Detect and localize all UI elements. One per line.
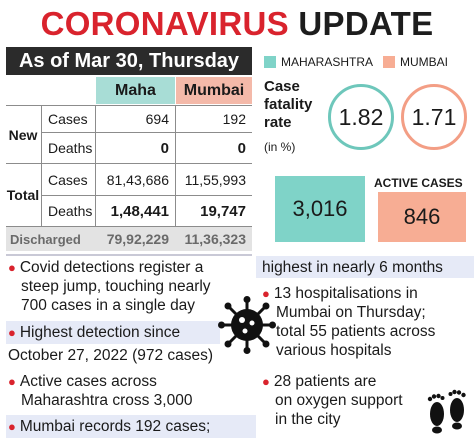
row-label-cases: Cases (48, 111, 88, 127)
row-label-deaths: Deaths (48, 140, 93, 156)
fatality-label-line: rate (264, 114, 292, 131)
bullet-text: on oxygen support (275, 392, 403, 409)
bullet-text: Active cases across (19, 373, 157, 390)
new-cases-maha: 694 (145, 111, 169, 127)
discharged-label: Discharged (10, 231, 81, 247)
bullet-item: ● Active cases across Maharashtra cross 3… (8, 372, 254, 410)
fatality-label: Case fatality rate (264, 78, 334, 132)
bullet-text: Maharashtra cross 3,000 (21, 392, 193, 409)
bullet-item: ● 13 hospitalisations in Mumbai on Thursd… (262, 284, 474, 360)
stats-table: Maha Mumbai New Cases 694 192 Deaths 0 0… (6, 77, 252, 252)
row-group-new: New (8, 126, 38, 143)
bullet-text: Highest detection since (19, 324, 181, 341)
bullet-text: in the city (275, 411, 341, 428)
bullet-item: ● Covid detections register a steep jump,… (8, 258, 254, 315)
bullet-text: Mumbai on Thursday; (276, 304, 426, 321)
total-deaths-mumbai: 19,747 (200, 202, 246, 220)
date-bar: As of Mar 30, Thursday (6, 47, 252, 75)
highlight-band (256, 256, 474, 278)
table-divider (42, 195, 252, 196)
bullet-text: 700 cases in a single day (21, 297, 196, 314)
highlight-band (6, 415, 256, 438)
table-divider (6, 105, 252, 106)
table-divider (175, 105, 176, 251)
bullet-text: October 27, 2022 (972 cases) (8, 347, 214, 364)
section-divider (6, 254, 252, 256)
table-divider (95, 105, 96, 251)
legend: MAHARASHTRA MUMBAI (264, 52, 474, 72)
column-header-maha: Maha (96, 77, 175, 104)
bullet-dot-icon: ● (262, 374, 270, 389)
footprints-icon (427, 389, 466, 434)
bullet-text: 28 patients are (273, 373, 377, 390)
bullet-item: highest in nearly 6 months (262, 258, 474, 277)
bullet-dot-icon: ● (8, 374, 16, 389)
legend-swatch-maharashtra (264, 56, 276, 68)
discharged-maha: 79,92,229 (106, 231, 169, 247)
row-group-total: Total (6, 187, 40, 203)
new-deaths-maha: 0 (160, 139, 169, 157)
fatality-label-line: fatality (264, 96, 313, 113)
bullet-text: Covid detections register a (19, 259, 204, 276)
table-divider (6, 163, 252, 164)
table-divider (42, 132, 252, 133)
bullet-dot-icon: ● (8, 325, 16, 340)
legend-swatch-mumbai (383, 56, 396, 68)
total-deaths-maha: 1,48,441 (110, 202, 169, 220)
total-cases-maha: 81,43,686 (106, 171, 169, 188)
bullet-item: ● 28 patients are on oxygen support in th… (262, 372, 432, 429)
legend-label-mumbai: MUMBAI (400, 55, 449, 69)
fatality-mumbai-circle: 1.71 (401, 84, 467, 150)
row-label-cases: Cases (48, 171, 88, 188)
bullet-text: Mumbai records 192 cases; (19, 418, 211, 435)
fatality-unit: (in %) (264, 140, 296, 154)
bullet-text: 13 hospitalisations in (273, 285, 418, 302)
headline-part2: UPDATE (298, 5, 434, 42)
table-divider (41, 105, 42, 226)
headline-part1: CORONAVIRUS (40, 5, 289, 42)
headline: CORONAVIRUS UPDATE (0, 4, 474, 44)
bullet-text: various hospitals (276, 342, 392, 359)
bullet-text: highest in nearly 6 months (262, 259, 443, 276)
discharged-mumbai: 11,36,323 (184, 231, 246, 247)
active-cases-mumbai-box: 846 (378, 192, 466, 242)
column-header-mumbai: Mumbai (176, 77, 252, 104)
highlight-band (6, 321, 220, 344)
fatality-label-line: Case (264, 78, 300, 95)
active-cases-maha-box: 3,016 (275, 176, 365, 242)
discharged-row: 79,92,229 11,36,323 (6, 227, 252, 251)
new-deaths-mumbai: 0 (237, 139, 246, 157)
row-label-deaths: Deaths (48, 203, 93, 219)
bullet-item: ● Highest detection since October 27, 202… (8, 323, 254, 365)
bullet-dot-icon: ● (8, 260, 16, 275)
bullet-dot-icon: ● (8, 419, 16, 434)
table-divider (6, 226, 252, 227)
total-cases-mumbai: 11,55,993 (184, 171, 246, 188)
new-cases-mumbai: 192 (222, 111, 246, 127)
virus-icon (218, 296, 276, 354)
bullet-text: total 55 patients across (276, 323, 436, 340)
bullet-text: steep jump, touching nearly (21, 278, 211, 295)
legend-label-maharashtra: MAHARASHTRA (281, 55, 374, 69)
bullet-dot-icon: ● (262, 286, 270, 301)
fatality-maha-circle: 1.82 (328, 84, 394, 150)
active-cases-label: ACTIVE CASES (374, 176, 463, 190)
bullet-item: ● Mumbai records 192 cases; (8, 417, 258, 436)
